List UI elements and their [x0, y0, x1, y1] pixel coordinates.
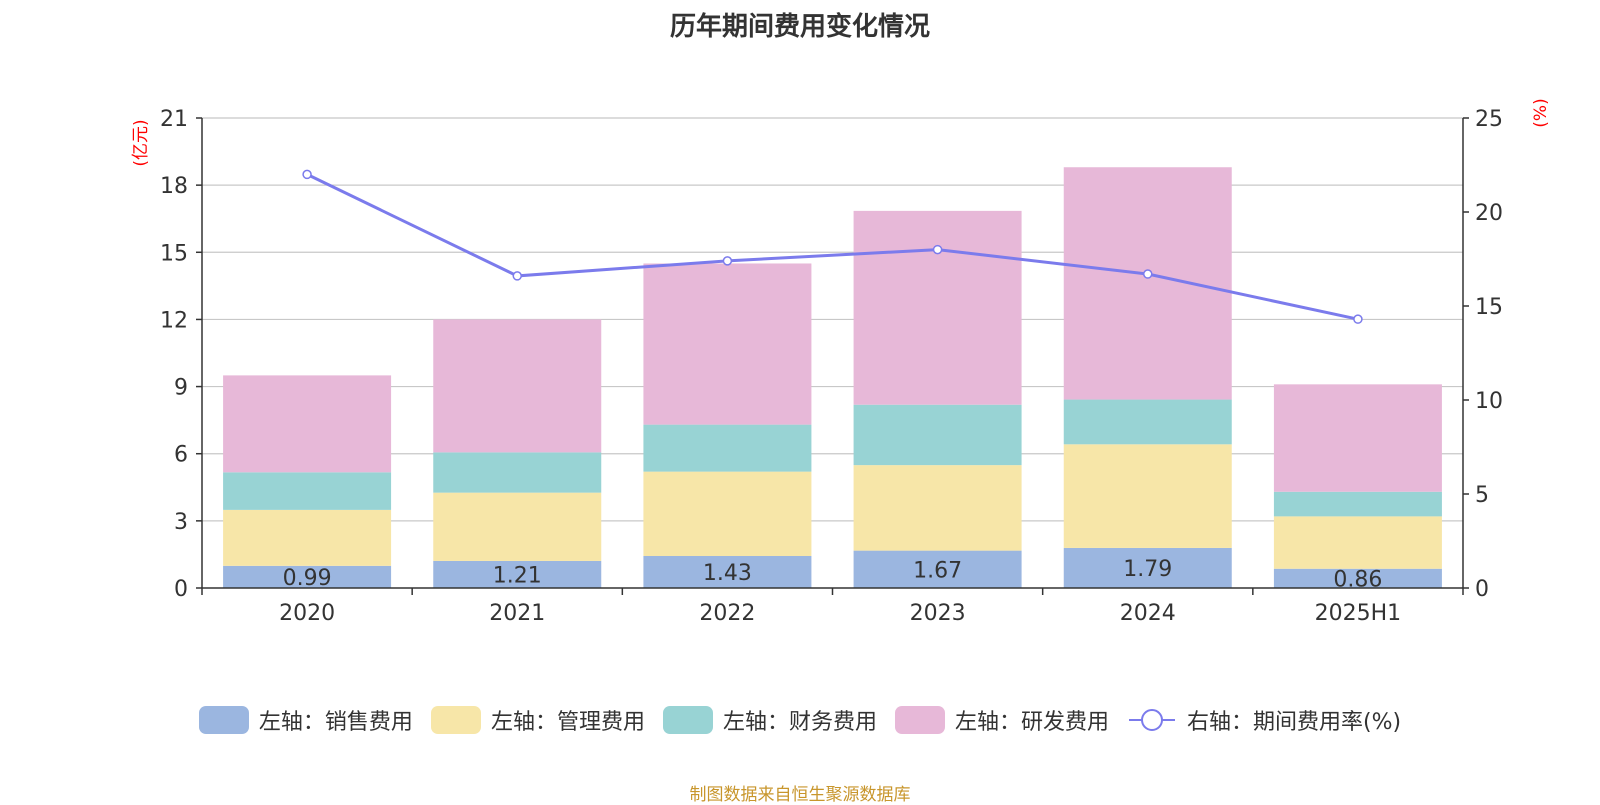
legend-item-admin[interactable]: 左轴：管理费用	[430, 704, 645, 736]
legend-item-sales[interactable]: 左轴：销售费用	[198, 704, 413, 736]
chart-title: 历年期间费用变化情况	[669, 12, 930, 42]
x-tick-label: 2021	[489, 601, 545, 626]
y-right-tick-label: 25	[1475, 107, 1503, 132]
bar-sales	[643, 555, 812, 588]
rate-point	[512, 271, 522, 281]
bar-finance	[1063, 399, 1232, 445]
bar-finance	[1273, 491, 1442, 517]
bar-data-label: 1.79	[1123, 557, 1172, 582]
x-tick-label: 2020	[279, 601, 335, 626]
y-right-tick-label: 0	[1475, 577, 1489, 602]
bar-sales	[223, 565, 392, 588]
legend-label-admin: 左轴：管理费用	[490, 710, 645, 735]
bar-admin	[1273, 516, 1442, 569]
y-right-tick-label: 10	[1475, 389, 1503, 414]
legend-label-rd: 左轴：研发费用	[954, 710, 1109, 735]
y-left-tick-label: 15	[160, 241, 188, 266]
bar-rd	[1063, 167, 1232, 400]
x-tick-label: 2025H1	[1315, 601, 1402, 626]
y-right-tick-label: 15	[1475, 295, 1503, 320]
bar-data-label: 1.21	[493, 563, 542, 588]
x-tick-label: 2023	[910, 601, 966, 626]
bar-data-label: 1.43	[703, 561, 752, 586]
y-left-tick-label: 3	[174, 510, 188, 535]
legend-label-sales: 左轴：销售费用	[258, 710, 413, 735]
bar-rd	[1273, 384, 1442, 492]
bar-rd	[643, 263, 812, 425]
y-right-tick-label: 5	[1475, 483, 1489, 508]
chart-plot: 0 3 6 9 12 15 18 21 0 5 10 15 20 25 (亿元) (%) 0.99 1.21 1.4…	[131, 98, 1551, 626]
bar-finance	[223, 472, 392, 510]
y-right-tick-label: 20	[1475, 201, 1503, 226]
y-left-tick-label: 21	[160, 107, 188, 132]
legend-swatch-admin	[430, 706, 481, 734]
bar-rd	[223, 375, 392, 473]
bar-sales	[1063, 547, 1232, 588]
y-left-axis-label: (亿元)	[131, 119, 151, 166]
bar-admin	[433, 492, 602, 561]
legend-swatch-finance	[662, 706, 713, 734]
legend-line-marker-icon	[1128, 709, 1175, 731]
bar-admin	[223, 509, 392, 566]
bar-sales	[853, 550, 1022, 588]
legend: 左轴：销售费用 左轴：管理费用 左轴：财务费用 左轴：研发费用 右轴：期间费用率…	[0, 704, 1600, 736]
source-note: 制图数据来自恒生聚源数据库	[689, 785, 911, 805]
legend-label-finance: 左轴：财务费用	[722, 710, 877, 735]
y-left-tick-label: 18	[160, 174, 188, 199]
legend-item-rd[interactable]: 左轴：研发费用	[894, 704, 1109, 736]
legend-label-rate: 右轴：期间费用率(%)	[1186, 710, 1402, 735]
y-right-axis-label: (%)	[1531, 98, 1551, 127]
legend-swatch-rd	[894, 706, 945, 734]
rate-point	[722, 256, 733, 266]
bar-admin	[1063, 444, 1232, 548]
bar-admin	[853, 465, 1022, 551]
bar-data-label: 0.99	[283, 566, 332, 591]
x-tick-label: 2024	[1120, 601, 1176, 626]
rate-point	[302, 169, 312, 180]
rate-line	[306, 173, 1359, 321]
bar-finance	[853, 404, 1022, 466]
y-left-tick-label: 6	[174, 443, 188, 468]
y-left-tick-label: 0	[174, 577, 188, 602]
x-tick-label: 2022	[699, 601, 755, 626]
bar-data-label: 1.67	[913, 558, 962, 583]
bar-sales	[433, 560, 602, 588]
legend-item-finance[interactable]: 左轴：财务费用	[662, 704, 877, 736]
legend-swatch-sales	[198, 706, 249, 734]
y-left-tick-label: 12	[160, 308, 188, 333]
bar-finance	[433, 452, 602, 493]
rate-point	[1143, 269, 1153, 279]
bar-admin	[643, 471, 812, 556]
bar-finance	[643, 424, 812, 472]
rate-point	[1353, 314, 1363, 324]
bar-rd	[853, 210, 1022, 405]
bar-rd	[433, 319, 602, 453]
y-left-tick-label: 9	[174, 376, 188, 401]
rate-point	[932, 244, 943, 255]
legend-item-rate[interactable]: 右轴：期间费用率(%)	[1127, 704, 1401, 736]
bar-sales	[1273, 568, 1442, 588]
